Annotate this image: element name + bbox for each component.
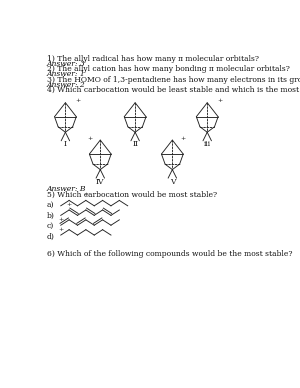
- Text: 3) The HOMO of 1,3-pentadiene has how many electrons in its ground state?: 3) The HOMO of 1,3-pentadiene has how ma…: [47, 76, 300, 84]
- Text: iii: iii: [204, 140, 211, 148]
- Text: d): d): [47, 233, 55, 241]
- Text: Answer: 2: Answer: 2: [47, 81, 86, 89]
- Text: +: +: [83, 192, 88, 197]
- Text: Answer: 1: Answer: 1: [47, 71, 86, 78]
- Text: a): a): [47, 201, 54, 209]
- Text: I: I: [64, 140, 67, 148]
- Text: 4) Which carbocation would be least stable and which is the most stable?: 4) Which carbocation would be least stab…: [47, 86, 300, 94]
- Text: +: +: [58, 227, 63, 232]
- Text: +: +: [218, 99, 223, 104]
- Text: II: II: [132, 140, 138, 148]
- Text: +: +: [87, 136, 92, 141]
- Text: 5) Which carbocation would be most stable?: 5) Which carbocation would be most stabl…: [47, 191, 217, 199]
- Text: 1) The allyl radical has how many π molecular orbitals?: 1) The allyl radical has how many π mole…: [47, 55, 259, 63]
- Text: +: +: [180, 136, 185, 141]
- Text: 6) Which of the following compounds would be the most stable?: 6) Which of the following compounds woul…: [47, 250, 292, 258]
- Text: +: +: [67, 202, 72, 206]
- Text: IV: IV: [96, 178, 104, 186]
- Text: +: +: [58, 217, 63, 222]
- Text: c): c): [47, 222, 54, 230]
- Text: Answer: 3: Answer: 3: [47, 60, 86, 68]
- Text: 2) The allyl cation has how many bonding π molecular orbitals?: 2) The allyl cation has how many bonding…: [47, 66, 290, 73]
- Text: Answer: B: Answer: B: [47, 185, 86, 194]
- Text: +: +: [76, 99, 81, 104]
- Text: b): b): [47, 212, 55, 220]
- Text: V: V: [169, 178, 175, 186]
